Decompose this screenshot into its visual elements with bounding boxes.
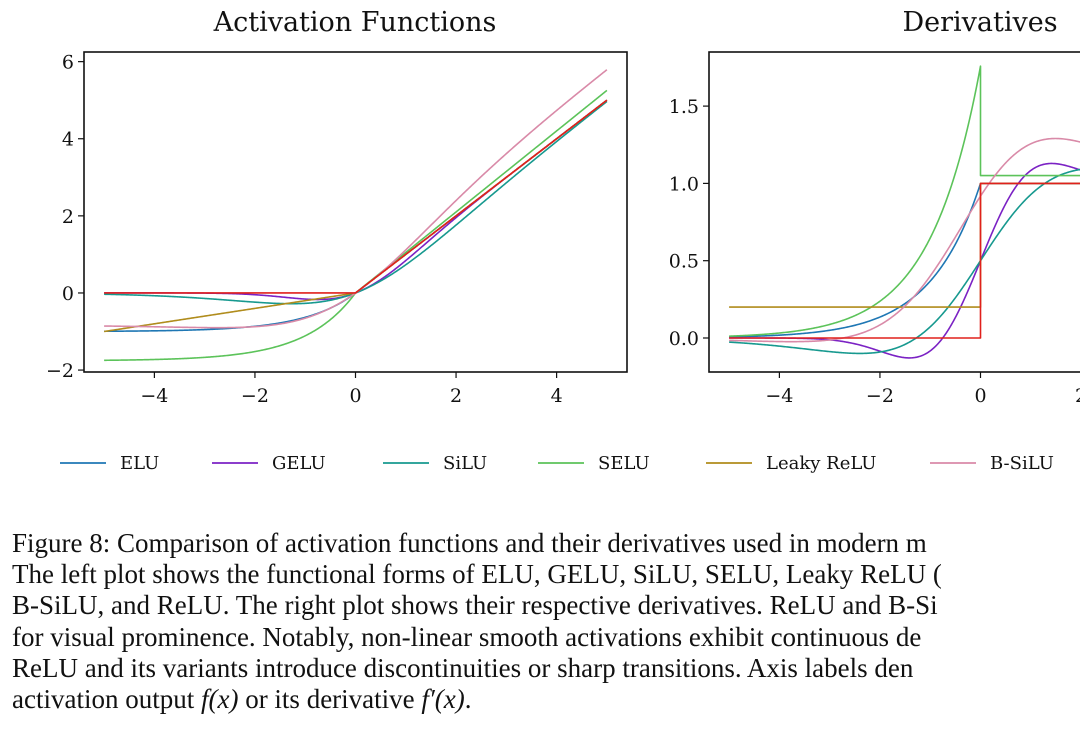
caption-line-6-prefix: activation output (12, 684, 201, 715)
left-axes: −4 −2 0 2 4 −2 0 2 4 6 (46, 52, 563, 407)
left-x-tick-label: 4 (551, 385, 563, 407)
activation-functions-title: Activation Functions (213, 7, 497, 38)
legend-label-selu: SELU (598, 453, 650, 474)
legend: ELU GELU SiLU SELU Leaky ReLU B-SiLU (60, 453, 1054, 474)
derivatives-plot: Derivatives −4−20240.00.51.01.5 (669, 7, 1080, 407)
legend-label-leaky-relu: Leaky ReLU (766, 453, 876, 474)
right-series-elu (729, 182, 1080, 338)
right-series-group (729, 65, 1080, 359)
right-series-relu (729, 182, 1080, 339)
left-plot-frame (83, 51, 628, 373)
left-series-gelu (104, 99, 608, 301)
legend-label-elu: ELU (120, 453, 159, 474)
left-x-tick-label: 2 (450, 385, 462, 407)
right-x-tick-label: −2 (866, 385, 894, 407)
left-y-tick-label: 2 (62, 206, 74, 228)
legend-label-gelu: GELU (272, 453, 326, 474)
left-y-tick-label: 0 (62, 283, 74, 305)
right-y-tick-label: 1.0 (669, 173, 699, 195)
left-y-tick-label: 4 (62, 129, 74, 151)
left-y-tick-label: −2 (46, 360, 74, 382)
right-series-selu (729, 65, 1080, 337)
left-x-tick-label: 0 (349, 385, 361, 407)
caption-line-6: activation output f(x) or its derivative… (12, 684, 1080, 715)
right-series-leaky-relu (729, 182, 1080, 308)
right-x-tick-label: −4 (765, 385, 793, 407)
caption-line-2: The left plot shows the functional forms… (12, 559, 942, 590)
right-y-tick-label: 0.0 (669, 328, 699, 350)
caption-line-6-end: . (464, 684, 472, 715)
left-y-tick-label: 6 (62, 52, 74, 74)
right-series-b-silu (729, 137, 1080, 343)
right-series-gelu (729, 162, 1080, 359)
right-series-silu (729, 168, 1080, 355)
right-x-tick-label: 2 (1075, 385, 1080, 407)
caption-line-6-mid: or its derivative (238, 684, 422, 715)
caption-line-5: ReLU and its variants introduce disconti… (12, 652, 914, 683)
right-x-tick-label: 0 (974, 385, 986, 407)
legend-label-silu: SiLU (443, 453, 487, 474)
caption-line-3: B-SiLU, and ReLU. The right plot shows t… (12, 590, 938, 621)
right-y-tick-label: 1.5 (669, 96, 699, 118)
activation-functions-plot: Activation Functions −4 −2 0 2 4 −2 0 2 4 6 (46, 7, 628, 407)
left-x-tick-label: −2 (241, 385, 269, 407)
caption-line-1: Figure 8: Comparison of activation funct… (12, 528, 927, 558)
left-series-b-silu (104, 69, 608, 329)
legend-label-b-silu: B-SiLU (990, 453, 1054, 474)
derivatives-title: Derivatives (902, 7, 1057, 38)
right-axes: −4−20240.00.51.01.5 (669, 96, 1080, 407)
left-series-relu (104, 99, 608, 294)
math-f-of-x: f(x) (200, 684, 239, 715)
figure-caption: Figure 8: Comparison of activation funct… (12, 528, 1080, 715)
left-series-group (103, 69, 608, 362)
math-f-prime-of-x: f′(x) (421, 684, 465, 715)
caption-line-4: for visual prominence. Notably, non-line… (12, 621, 922, 652)
right-plot-frame (708, 51, 1080, 373)
right-y-tick-label: 0.5 (669, 251, 699, 273)
left-x-tick-label: −4 (140, 385, 168, 407)
